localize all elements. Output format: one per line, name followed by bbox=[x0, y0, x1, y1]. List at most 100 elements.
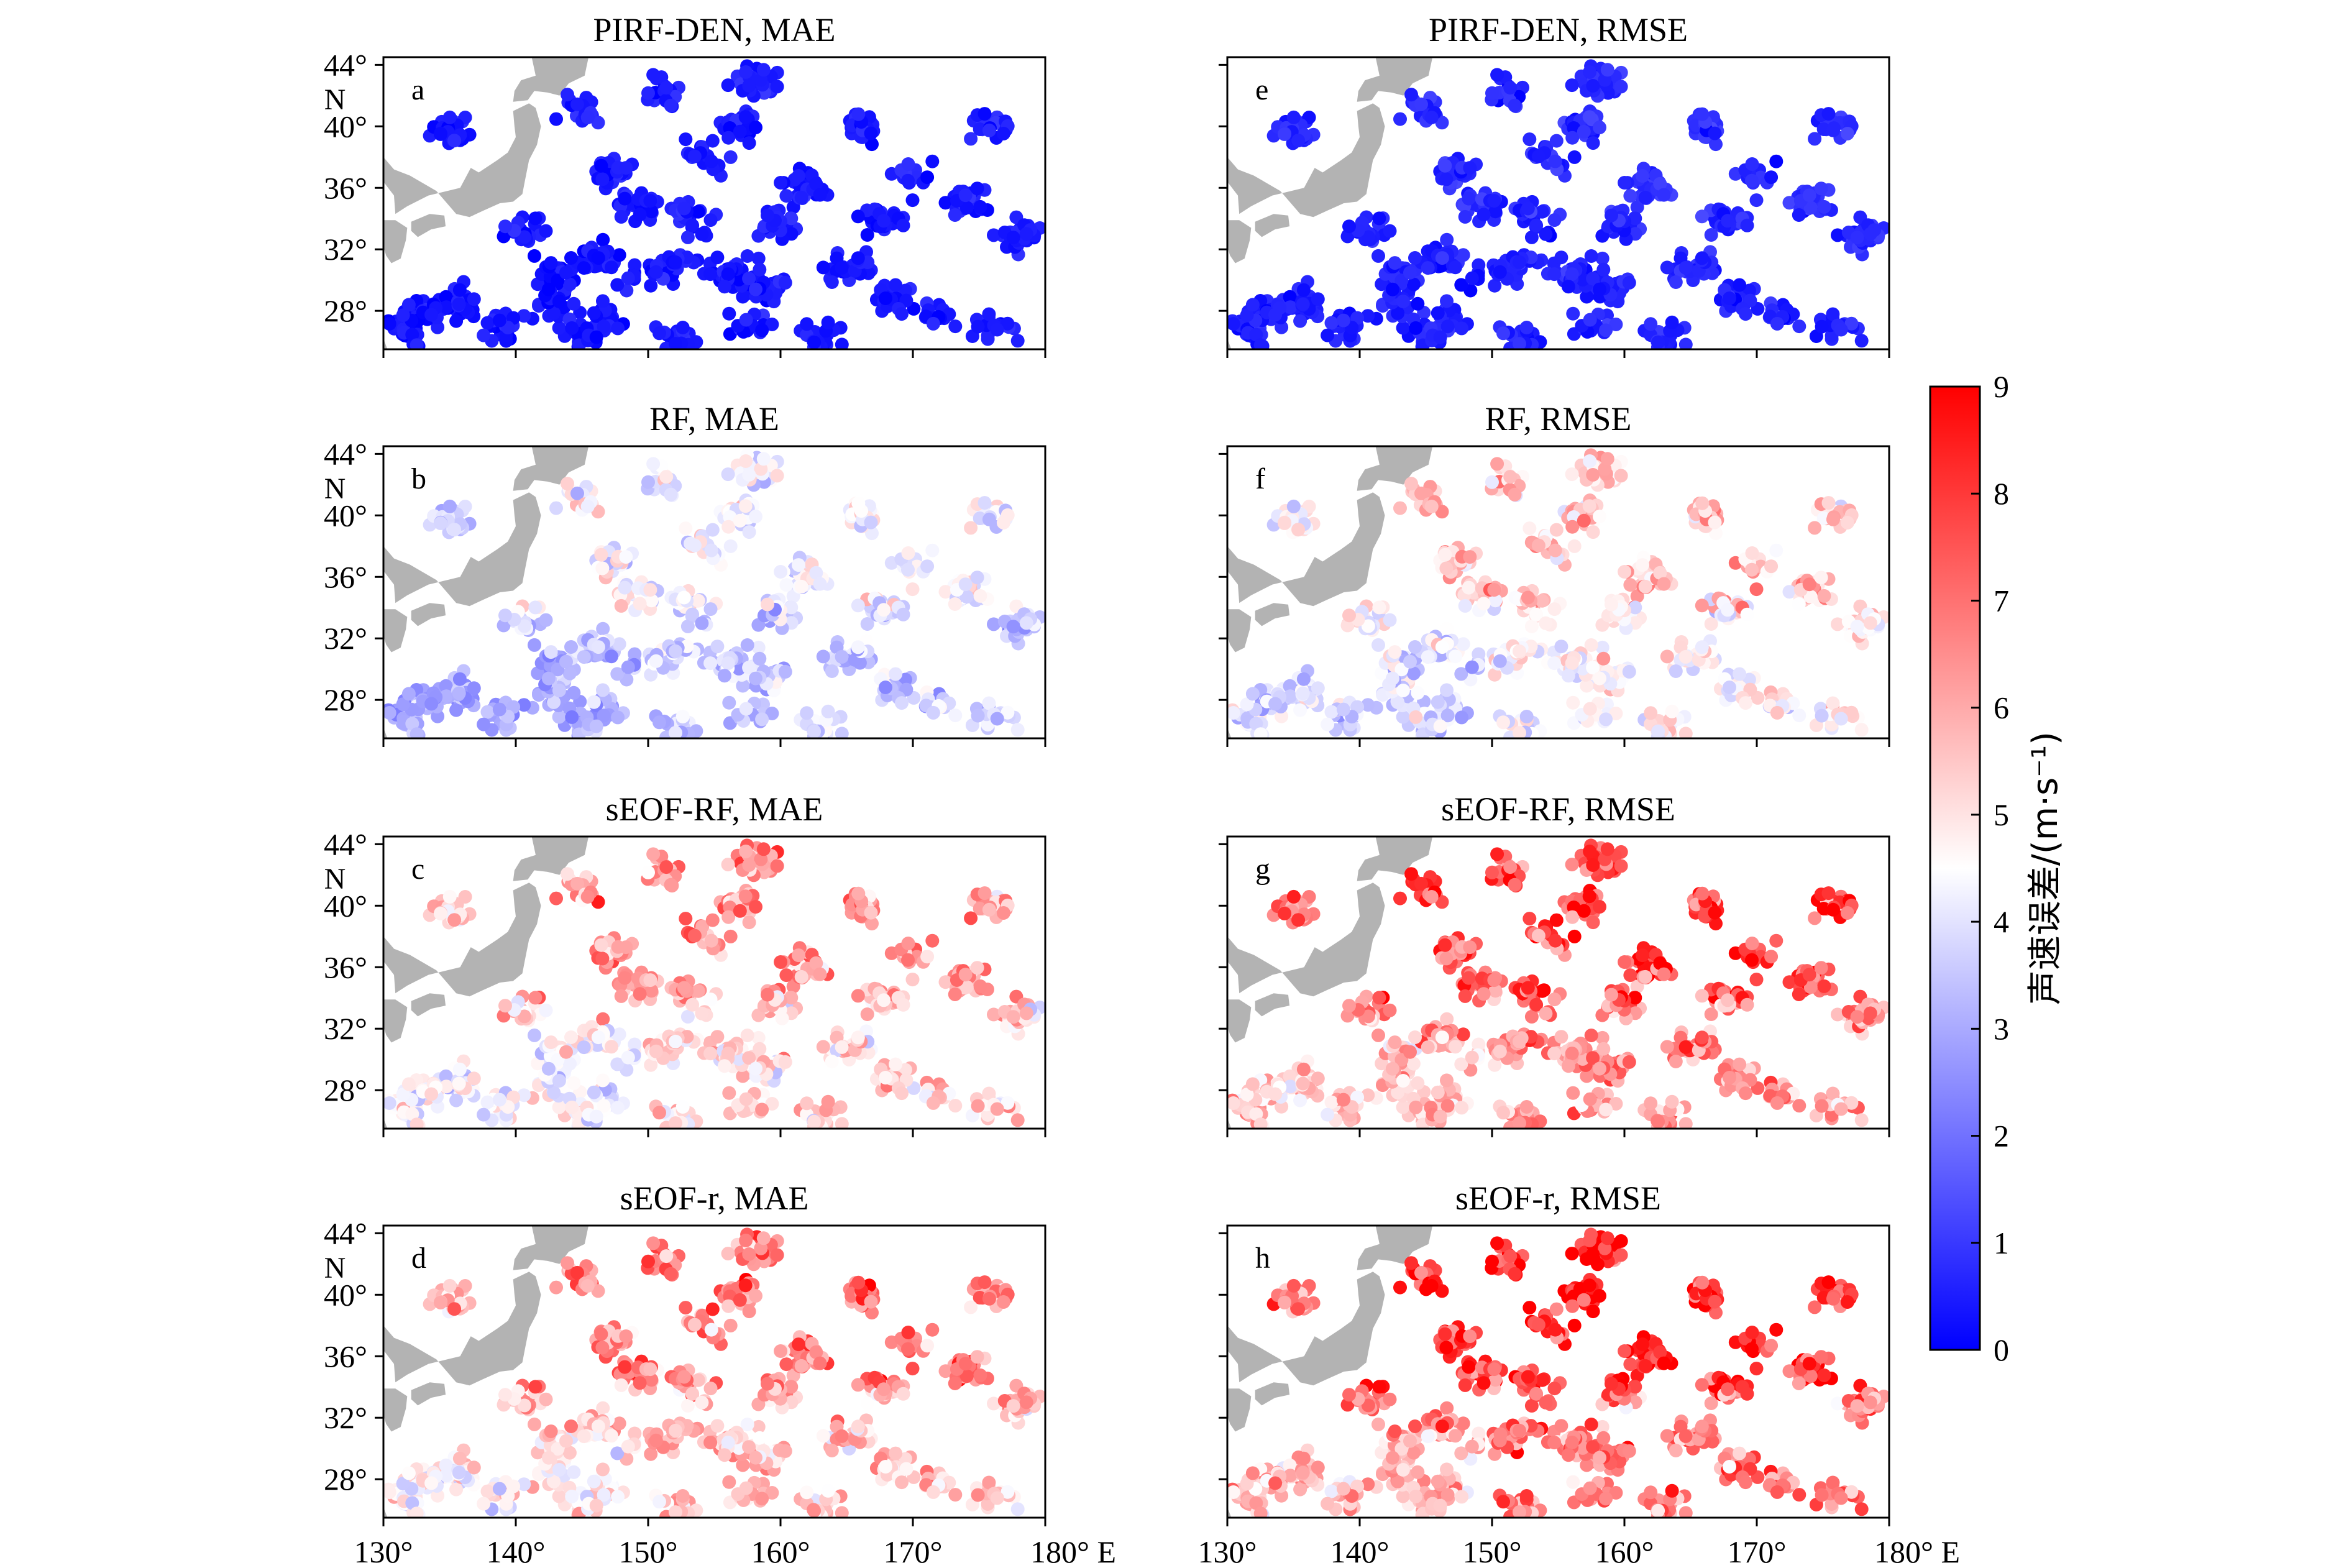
station-point bbox=[896, 218, 910, 232]
station-point bbox=[552, 321, 566, 335]
y-tick-label: 44° bbox=[324, 827, 367, 861]
station-point bbox=[1614, 469, 1628, 483]
station-point bbox=[677, 590, 691, 605]
station-point bbox=[1283, 679, 1297, 693]
station-point bbox=[821, 315, 835, 329]
station-point bbox=[1253, 338, 1268, 349]
station-point bbox=[964, 521, 978, 535]
station-point bbox=[641, 865, 655, 879]
station-point bbox=[1531, 149, 1545, 163]
station-point bbox=[925, 543, 940, 557]
station-point bbox=[722, 1086, 736, 1100]
station-point bbox=[755, 1103, 769, 1117]
y-tick-label: 40° bbox=[324, 109, 367, 144]
station-point bbox=[1324, 316, 1339, 330]
station-point bbox=[1609, 318, 1623, 331]
station-point bbox=[687, 149, 702, 163]
station-point bbox=[816, 1040, 830, 1054]
station-point bbox=[971, 708, 985, 723]
station-point bbox=[633, 597, 647, 611]
station-point bbox=[498, 999, 512, 1013]
station-point bbox=[597, 708, 611, 723]
station-point bbox=[1831, 617, 1844, 631]
station-point bbox=[680, 1009, 695, 1024]
station-point bbox=[813, 188, 827, 202]
station-point bbox=[800, 1096, 814, 1111]
station-point bbox=[646, 847, 661, 861]
station-point bbox=[644, 984, 659, 998]
station-point bbox=[1404, 477, 1418, 491]
station-point bbox=[751, 640, 766, 654]
station-point bbox=[1695, 107, 1710, 121]
station-point bbox=[452, 1076, 466, 1091]
station-point bbox=[570, 97, 584, 111]
station-point bbox=[442, 499, 457, 513]
land-area bbox=[513, 446, 589, 491]
station-point bbox=[821, 704, 835, 718]
station-point bbox=[905, 582, 920, 597]
station-point bbox=[1472, 647, 1486, 661]
station-point bbox=[1321, 328, 1335, 342]
station-point bbox=[1749, 193, 1764, 208]
station-point bbox=[721, 267, 735, 282]
station-point bbox=[1595, 640, 1610, 654]
station-point bbox=[721, 467, 735, 482]
station-point bbox=[1814, 571, 1828, 585]
station-point bbox=[1817, 199, 1831, 214]
station-point bbox=[1708, 126, 1722, 140]
station-point bbox=[1485, 475, 1499, 489]
station-point bbox=[879, 291, 892, 305]
station-point bbox=[978, 107, 992, 121]
station-point bbox=[1296, 283, 1311, 297]
station-point bbox=[864, 126, 878, 140]
station-point bbox=[877, 214, 891, 228]
station-point bbox=[401, 298, 416, 312]
station-point bbox=[405, 1107, 419, 1121]
station-point bbox=[742, 79, 756, 93]
station-point bbox=[1678, 260, 1693, 275]
station-point bbox=[552, 684, 566, 697]
station-point bbox=[736, 1069, 750, 1083]
station-point bbox=[517, 619, 531, 633]
station-point bbox=[1488, 594, 1503, 608]
station-point bbox=[677, 201, 691, 216]
station-point bbox=[1286, 110, 1301, 124]
station-point bbox=[1278, 516, 1291, 530]
station-point bbox=[1740, 607, 1754, 621]
station-point bbox=[794, 970, 808, 984]
station-point bbox=[644, 667, 658, 682]
station-point bbox=[1586, 79, 1600, 93]
station-point bbox=[901, 562, 915, 577]
station-point bbox=[1802, 188, 1816, 203]
station-point bbox=[1600, 63, 1614, 77]
station-point bbox=[948, 208, 962, 222]
map-content bbox=[383, 837, 1045, 1129]
station-point bbox=[964, 911, 978, 925]
station-point bbox=[1487, 194, 1501, 208]
station-point bbox=[705, 913, 720, 927]
station-point bbox=[565, 321, 579, 335]
station-point bbox=[691, 594, 705, 608]
station-point bbox=[664, 98, 678, 112]
station-point bbox=[1695, 598, 1709, 613]
station-point bbox=[633, 208, 647, 222]
station-point bbox=[1535, 594, 1549, 608]
station-point bbox=[1840, 127, 1854, 140]
station-point bbox=[1485, 86, 1499, 100]
station-point bbox=[595, 561, 610, 575]
station-point bbox=[710, 250, 725, 265]
station-point bbox=[1636, 169, 1649, 183]
station-point bbox=[877, 993, 891, 1007]
station-point bbox=[1440, 683, 1454, 697]
y-unit-label: N bbox=[324, 472, 346, 505]
y-tick-label: 32° bbox=[324, 621, 367, 656]
station-point bbox=[1414, 97, 1428, 111]
station-point bbox=[1296, 686, 1310, 700]
station-point bbox=[570, 876, 584, 891]
station-point bbox=[1411, 296, 1425, 311]
station-point bbox=[1651, 724, 1665, 738]
station-point bbox=[851, 886, 866, 901]
station-point bbox=[792, 558, 805, 572]
station-point bbox=[1740, 218, 1754, 232]
station-point bbox=[751, 251, 766, 265]
